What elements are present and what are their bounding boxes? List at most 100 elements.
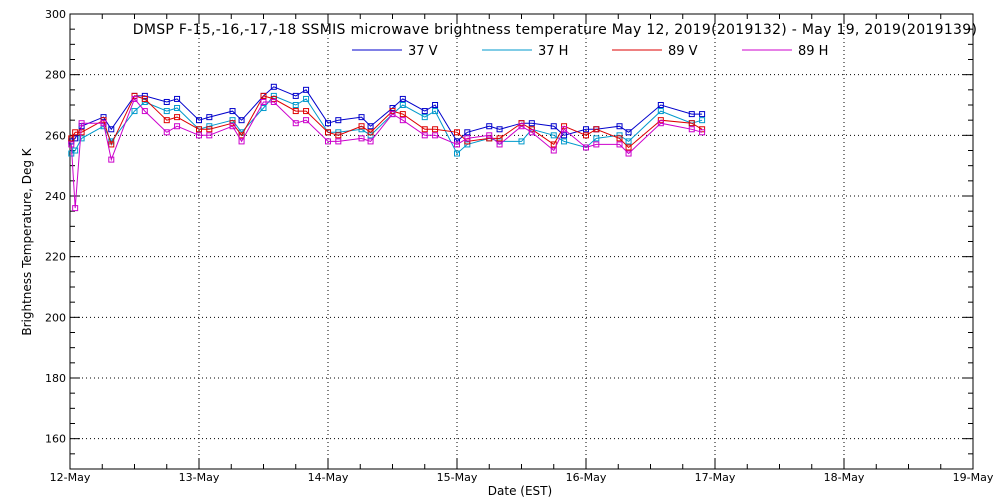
data-point <box>196 126 202 133</box>
data-point <box>486 123 493 130</box>
data-point <box>421 114 428 121</box>
data-point <box>196 132 202 139</box>
data-point <box>496 126 503 133</box>
data-point <box>260 98 267 105</box>
series-line-37-h <box>70 95 703 155</box>
data-point <box>238 138 245 145</box>
data-point <box>358 114 365 121</box>
data-point <box>229 123 236 130</box>
x-tick-label: 13-May <box>179 471 220 484</box>
data-point <box>100 120 107 127</box>
y-tick-label: 300 <box>45 8 66 21</box>
data-point <box>432 108 439 115</box>
data-point <box>292 102 299 108</box>
data-point <box>657 102 664 108</box>
data-point <box>303 95 310 102</box>
data-point <box>518 138 525 145</box>
data-point <box>108 141 115 148</box>
data-point <box>421 126 428 133</box>
y-tick-label: 260 <box>45 129 66 142</box>
y-axis-label: Brightness Temperature, Deg K <box>20 147 34 335</box>
y-tick-label: 240 <box>45 190 66 203</box>
data-point <box>399 111 406 118</box>
data-point <box>358 135 365 142</box>
data-point <box>325 129 331 136</box>
data-point <box>399 102 406 108</box>
legend-label-37-h: 37 H <box>538 44 568 59</box>
data-point <box>108 156 115 163</box>
legend: 37 V 37 H 89 V 89 H <box>352 44 828 59</box>
data-point <box>206 132 213 139</box>
data-point <box>583 126 589 133</box>
data-point <box>303 108 310 115</box>
data-point <box>163 129 170 136</box>
data-point <box>593 126 600 133</box>
data-point <box>496 135 503 142</box>
legend-label-37-v: 37 V <box>408 44 438 59</box>
x-tick-label: 14-May <box>308 471 349 484</box>
data-point <box>163 108 170 115</box>
data-point <box>335 138 342 145</box>
data-point <box>432 126 439 133</box>
data-point <box>174 114 181 121</box>
data-point <box>238 132 245 139</box>
data-point <box>78 120 85 127</box>
data-point <box>260 105 267 112</box>
data-point <box>72 147 79 154</box>
data-point <box>688 120 695 127</box>
data-point <box>335 132 342 139</box>
data-point <box>367 123 374 130</box>
data-point <box>432 132 439 139</box>
data-point <box>454 150 460 157</box>
data-point <box>163 117 170 124</box>
x-tick-label: 12-May <box>50 471 91 484</box>
data-point <box>699 129 706 136</box>
data-point <box>625 144 632 151</box>
data-point <box>367 138 374 145</box>
data-point <box>550 123 557 130</box>
data-point <box>699 117 706 124</box>
data-point <box>625 150 632 157</box>
data-point <box>583 144 589 151</box>
data-point <box>303 86 310 93</box>
data-point <box>688 111 695 118</box>
data-point <box>206 114 213 121</box>
data-point <box>68 141 75 148</box>
data-point <box>688 126 695 133</box>
legend-label-89-h: 89 H <box>798 44 828 59</box>
data-point <box>561 126 568 133</box>
data-point <box>141 108 148 115</box>
data-point <box>72 135 79 142</box>
data-point <box>229 117 236 124</box>
data-point <box>561 138 568 145</box>
data-point <box>163 98 170 105</box>
data-point <box>616 135 623 142</box>
x-tick-label: 19-May <box>953 471 994 484</box>
data-point <box>100 117 107 124</box>
x-tick-label: 15-May <box>437 471 478 484</box>
data-point <box>229 108 236 115</box>
plot-frame <box>69 13 974 470</box>
data-point <box>518 123 525 130</box>
series-group <box>68 83 706 212</box>
chart-title: DMSP F-15,-16,-17,-18 SSMIS microwave br… <box>133 22 977 38</box>
data-point <box>72 129 79 136</box>
x-tick-label: 18-May <box>824 471 865 484</box>
data-point <box>174 95 181 102</box>
data-point <box>131 108 138 115</box>
data-point <box>421 132 428 139</box>
data-point <box>657 120 664 127</box>
grid <box>70 14 973 469</box>
axis-ticks: 160 180 200 220 240 260 280 300 12-May 13-May 14-M… <box>45 8 994 484</box>
data-point <box>464 141 471 148</box>
data-point <box>335 117 342 124</box>
data-point <box>464 129 471 136</box>
data-point <box>292 92 299 99</box>
data-point <box>593 141 600 148</box>
data-point <box>68 135 75 142</box>
data-point <box>625 138 632 145</box>
data-point <box>72 205 79 212</box>
data-point <box>270 83 277 90</box>
data-point <box>238 117 245 124</box>
